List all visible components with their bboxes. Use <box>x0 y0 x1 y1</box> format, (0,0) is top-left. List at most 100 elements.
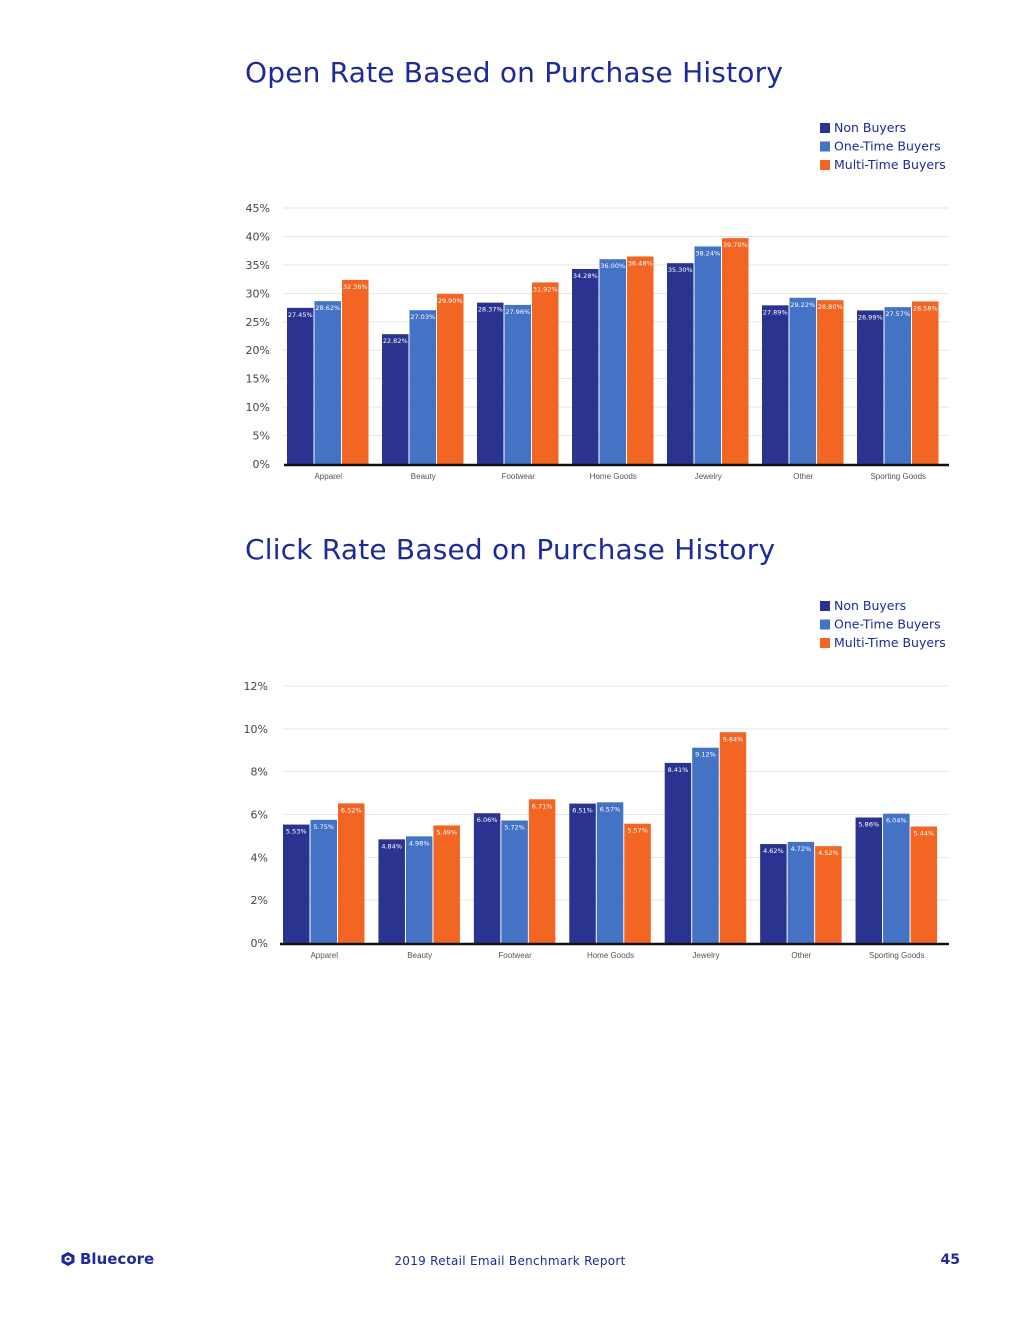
legend-swatch-one-time-buyers <box>820 141 830 152</box>
legend-swatch-multi-time-buyers <box>820 638 830 648</box>
bar-non-buyers-home-goods <box>569 803 596 943</box>
data-label: 6.57% <box>600 805 621 813</box>
legend-swatch-one-time-buyers <box>820 619 830 630</box>
bar-non-buyers-sporting-goods <box>855 817 883 943</box>
bar-non-buyers-jewelry <box>667 263 694 464</box>
bar-multi-time-buyers-footwear <box>532 282 559 464</box>
data-label: 27.89% <box>763 308 788 316</box>
y-tick-label: 0% <box>253 458 270 471</box>
bar-multi-time-buyers-other <box>815 846 842 943</box>
y-tick-label: 35% <box>246 259 270 272</box>
bar-multi-time-buyers-sporting-goods <box>912 301 939 464</box>
bar-non-buyers-jewelry <box>664 762 692 943</box>
data-label: 34.28% <box>573 272 598 280</box>
bar-one-time-buyers-apparel <box>310 819 337 943</box>
data-label: 38.24% <box>695 249 720 257</box>
data-label: 31.92% <box>533 285 558 293</box>
bar-non-buyers-footwear <box>473 813 501 943</box>
data-label: 36.48% <box>628 259 653 267</box>
bar-multi-time-buyers-jewelry <box>722 238 749 464</box>
bar-multi-time-buyers-sporting-goods <box>910 826 938 943</box>
x-tick-label: Footwear <box>498 951 532 960</box>
y-tick-label: 40% <box>246 230 270 243</box>
data-label: 28.58% <box>913 304 938 312</box>
data-label: 29.90% <box>438 297 463 305</box>
x-tick-label: Jewelry <box>692 951 719 960</box>
open-rate-chart-title: Open Rate Based on Purchase History <box>245 56 784 89</box>
x-tick-label: Sporting Goods <box>870 472 926 481</box>
bar-non-buyers-other <box>762 305 789 464</box>
data-label: 5.57% <box>627 827 648 835</box>
data-label: 5.72% <box>504 823 525 831</box>
x-tick-label: Apparel <box>310 951 338 960</box>
legend-label-non-buyers: Non Buyers <box>834 598 906 613</box>
data-label: 8.41% <box>668 766 689 774</box>
y-tick-label: 25% <box>246 316 270 329</box>
data-label: 9.84% <box>723 735 744 743</box>
bar-multi-time-buyers-apparel <box>342 279 369 464</box>
y-tick-label: 6% <box>251 809 268 822</box>
page-number: 45 <box>940 1252 960 1268</box>
y-tick-label: 45% <box>246 202 270 215</box>
data-label: 6.51% <box>572 807 593 815</box>
legend-label-one-time-buyers: One-Time Buyers <box>834 617 941 632</box>
click-rate-chart: Non Buyers One-Time Buyers Multi-Time Buye… <box>244 598 949 960</box>
click-rate-chart-title: Click Rate Based on Purchase History <box>245 533 776 566</box>
data-label: 27.03% <box>410 313 435 321</box>
y-tick-label: 10% <box>244 723 268 736</box>
data-label: 22.82% <box>383 337 408 345</box>
bar-multi-time-buyers-beauty <box>437 293 464 464</box>
x-tick-label: Beauty <box>407 951 432 960</box>
data-label: 4.98% <box>409 839 430 847</box>
legend-label-one-time-buyers: One-Time Buyers <box>834 139 941 154</box>
bar-one-time-buyers-footwear <box>504 304 531 464</box>
bar-non-buyers-footwear <box>477 302 504 464</box>
data-label: 26.99% <box>858 313 883 321</box>
bar-one-time-buyers-apparel <box>314 301 341 464</box>
bar-one-time-buyers-footwear <box>501 820 528 943</box>
bar-one-time-buyers-other <box>789 297 816 464</box>
y-tick-label: 0% <box>251 937 268 950</box>
x-tick-label: Other <box>791 951 811 960</box>
bar-non-buyers-sporting-goods <box>857 310 884 464</box>
bar-one-time-buyers-beauty <box>405 836 433 943</box>
bluecore-hex-icon <box>61 1252 75 1266</box>
data-label: 6.71% <box>532 802 553 810</box>
bar-multi-time-buyers-apparel <box>338 803 365 943</box>
bar-non-buyers-home-goods <box>572 268 599 464</box>
data-label: 4.72% <box>791 845 812 853</box>
bar-multi-time-buyers-beauty <box>433 825 460 943</box>
data-label: 6.52% <box>341 806 362 814</box>
legend-swatch-non-buyers <box>820 601 830 611</box>
data-label: 9.12% <box>695 751 716 759</box>
x-tick-label: Other <box>793 472 813 481</box>
data-label: 32.36% <box>343 283 368 291</box>
x-tick-label: Beauty <box>411 472 436 481</box>
y-tick-label: 4% <box>251 851 268 864</box>
bar-one-time-buyers-jewelry <box>694 246 721 464</box>
data-label: 29.22% <box>790 301 815 309</box>
data-label: 4.84% <box>381 842 402 850</box>
x-tick-label: Home Goods <box>590 472 637 481</box>
data-label: 4.62% <box>763 847 784 855</box>
bar-non-buyers-beauty <box>378 839 405 943</box>
x-tick-label: Footwear <box>502 472 536 481</box>
report-name: 2019 Retail Email Benchmark Report <box>394 1254 626 1268</box>
data-label: 5.86% <box>858 820 879 828</box>
y-tick-label: 15% <box>246 373 270 386</box>
y-tick-label: 2% <box>251 894 268 907</box>
y-tick-label: 5% <box>253 430 270 443</box>
data-label: 5.53% <box>286 828 307 836</box>
open-rate-chart: Non Buyers One-Time Buyers Multi-Time Buye… <box>246 120 949 481</box>
data-label: 28.80% <box>818 303 843 311</box>
logo-text: Bluecore <box>80 1250 155 1268</box>
bar-non-buyers-apparel <box>287 307 314 464</box>
y-tick-label: 8% <box>251 766 268 779</box>
data-label: 27.96% <box>505 308 530 316</box>
bar-one-time-buyers-jewelry <box>692 747 719 943</box>
data-label: 28.37% <box>478 306 503 314</box>
bar-multi-time-buyers-footwear <box>528 799 556 943</box>
bar-multi-time-buyers-home-goods <box>627 256 654 464</box>
legend-label-multi-time-buyers: Multi-Time Buyers <box>834 635 946 650</box>
y-tick-label: 20% <box>246 344 270 357</box>
